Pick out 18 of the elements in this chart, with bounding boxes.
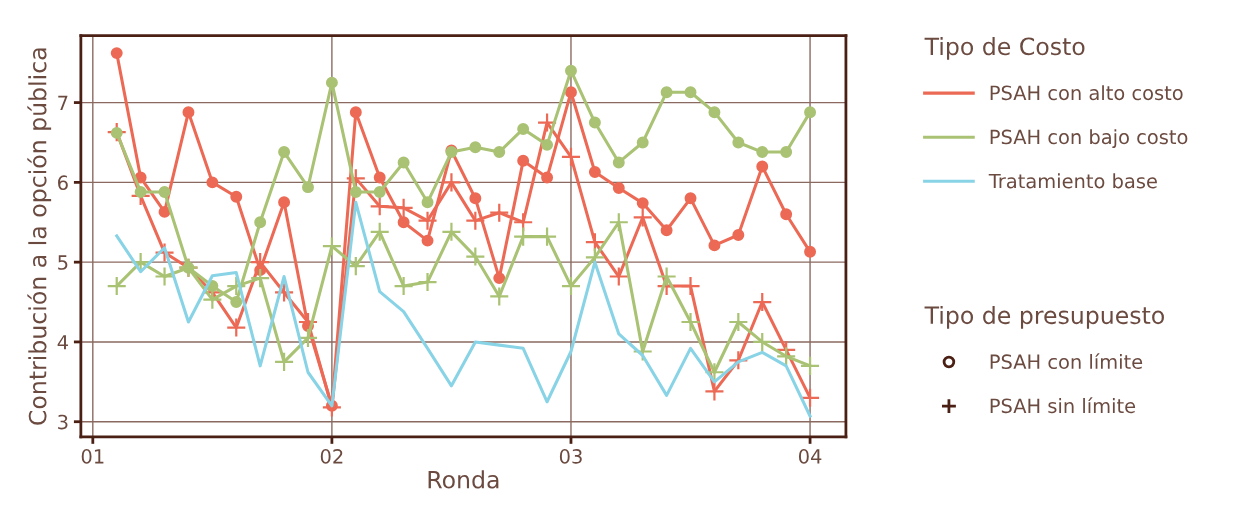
legend-label: Tratamiento base: [988, 173, 1157, 189]
legend-label: PSAH con bajo costo: [990, 129, 1188, 149]
x-axis-title: Ronda: [428, 470, 499, 489]
y-axis-title: Contribución a la opción pública: [27, 48, 52, 425]
y-tick-label: 5: [58, 255, 68, 270]
x-tick-label: 04: [798, 449, 822, 464]
text: Tipo de Costo: [924, 37, 1085, 60]
text: PSAH sin límite: [990, 397, 1136, 414]
x-tick-label: 01: [81, 449, 104, 464]
x-tick-label: 03: [559, 449, 582, 464]
y-tick-label: 7: [58, 95, 68, 110]
y-tick-label: 6: [58, 175, 68, 191]
text: Tipo de presupuesto: [924, 305, 1164, 329]
legend-label: PSAH con alto costo: [990, 85, 1183, 101]
y-tick-label: 3: [58, 414, 68, 430]
y-tick-label: 4: [57, 335, 68, 350]
text: PSAH con límite: [990, 353, 1143, 370]
x-tick-label: 02: [320, 449, 343, 464]
